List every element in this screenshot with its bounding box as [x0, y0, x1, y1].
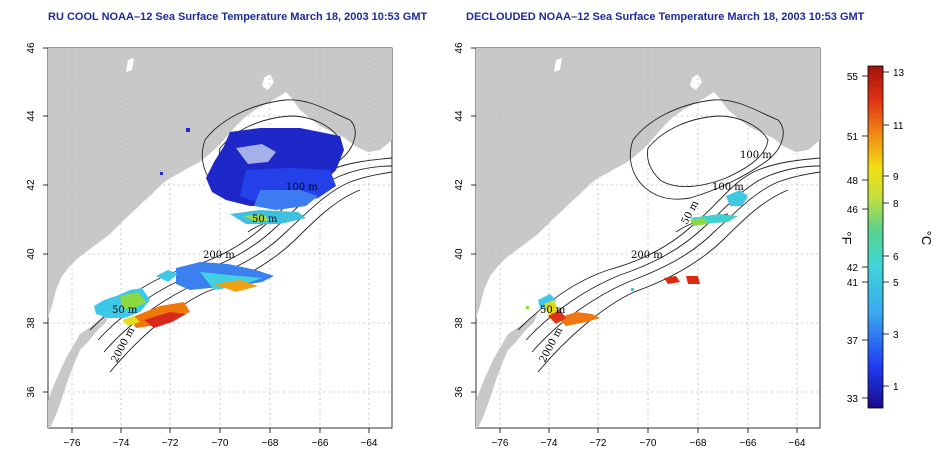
y-tick-label: 46 — [454, 42, 465, 54]
x-tick-label: −70 — [212, 438, 229, 449]
colorbar-c-tick: 5 — [893, 278, 899, 289]
panel-1-title: RU COOL NOAA–12 Sea Surface Temperature … — [48, 11, 428, 23]
y-tick-label: 38 — [454, 317, 465, 329]
x-tick-label: −64 — [361, 438, 378, 449]
colorbar-c-tick: 3 — [893, 330, 899, 341]
contour-label: 50 m — [540, 305, 566, 316]
panel-2-y-tick-labels: 36 38 40 42 44 46 — [454, 42, 465, 398]
panel-1-y-tick-labels: 36 38 40 42 44 46 — [26, 42, 37, 398]
land-mass — [476, 48, 820, 318]
contour-label: 50 m — [252, 214, 278, 225]
x-tick-label: −74 — [113, 438, 130, 449]
graticule — [48, 48, 392, 428]
colorbar-c-tick: 1 — [893, 382, 899, 393]
panel-1-x-tick-labels: −76 −74 −72 −70 −68 −66 −64 — [64, 438, 378, 449]
sst-data-panel-1 — [94, 128, 344, 328]
x-tick-label: −64 — [789, 438, 806, 449]
y-tick-label: 42 — [454, 179, 465, 191]
y-tick-label: 36 — [454, 386, 465, 398]
colorbar-c-tick: 9 — [893, 172, 899, 183]
contour-label: 100 m — [740, 150, 772, 161]
panel-2-x-tick-labels: −76 −74 −72 −70 −68 −66 −64 — [492, 438, 806, 449]
y-tick-label: 46 — [26, 42, 37, 54]
y-tick-label: 36 — [26, 386, 37, 398]
contour-label: 100 m — [286, 182, 318, 193]
panel-2-map: 100 m 100 m 50 m 200 m 50 m 2000 m −76 −… — [454, 42, 821, 449]
colorbar-f-tick: 41 — [847, 278, 859, 289]
colorbar-f-tick: 33 — [847, 394, 859, 405]
contour-label: 100 m — [712, 182, 744, 193]
colorbar-unit-fahrenheit: °F — [839, 231, 854, 244]
colorbar-c-tick: 13 — [893, 68, 905, 79]
x-tick-label: −68 — [262, 438, 279, 449]
contour-label: 200 m — [203, 250, 235, 261]
x-tick-label: −66 — [312, 438, 329, 449]
land-mass — [48, 48, 392, 318]
y-tick-label: 44 — [26, 110, 37, 122]
contour-label: 50 m — [112, 305, 138, 316]
colorbar-c-tick: 6 — [893, 252, 899, 263]
y-tick-label: 40 — [26, 248, 37, 260]
panel-1-map: 100 m 50 m 200 m 50 m 2000 m −76 −74 −72… — [26, 42, 393, 449]
x-tick-label: −72 — [162, 438, 179, 449]
colorbar-c-tick: 11 — [893, 121, 904, 132]
contour-label: 200 m — [631, 250, 663, 261]
x-tick-label: −66 — [740, 438, 757, 449]
x-tick-label: −74 — [541, 438, 558, 449]
colorbar-f-tick: 37 — [847, 336, 859, 347]
panel-1-axes — [43, 47, 370, 433]
x-tick-label: −72 — [590, 438, 607, 449]
x-tick-label: −76 — [492, 438, 509, 449]
x-tick-label: −76 — [64, 438, 81, 449]
graticule — [476, 48, 820, 428]
y-tick-label: 44 — [454, 110, 465, 122]
colorbar-c-tick: 8 — [893, 199, 899, 210]
colorbar-gradient — [867, 65, 884, 409]
y-tick-label: 40 — [454, 248, 465, 260]
panel-2-title: DECLOUDED NOAA–12 Sea Surface Temperatur… — [466, 11, 865, 23]
colorbar-f-tick: 51 — [847, 132, 859, 143]
panel-2-axes — [471, 47, 798, 433]
y-tick-label: 42 — [26, 179, 37, 191]
x-tick-label: −68 — [690, 438, 707, 449]
colorbar: 55 51 48 46 42 41 37 33 13 11 9 8 6 5 3 … — [839, 65, 934, 409]
bathymetry-contours — [517, 99, 820, 373]
x-tick-label: −70 — [640, 438, 657, 449]
sst-data-panel-2 — [526, 190, 748, 326]
colorbar-f-tick: 48 — [847, 176, 859, 187]
colorbar-f-tick: 55 — [847, 72, 859, 83]
colorbar-unit-celsius: °C — [919, 231, 934, 246]
colorbar-f-tick: 46 — [847, 205, 859, 216]
y-tick-label: 38 — [26, 317, 37, 329]
colorbar-f-tick: 42 — [847, 263, 859, 274]
